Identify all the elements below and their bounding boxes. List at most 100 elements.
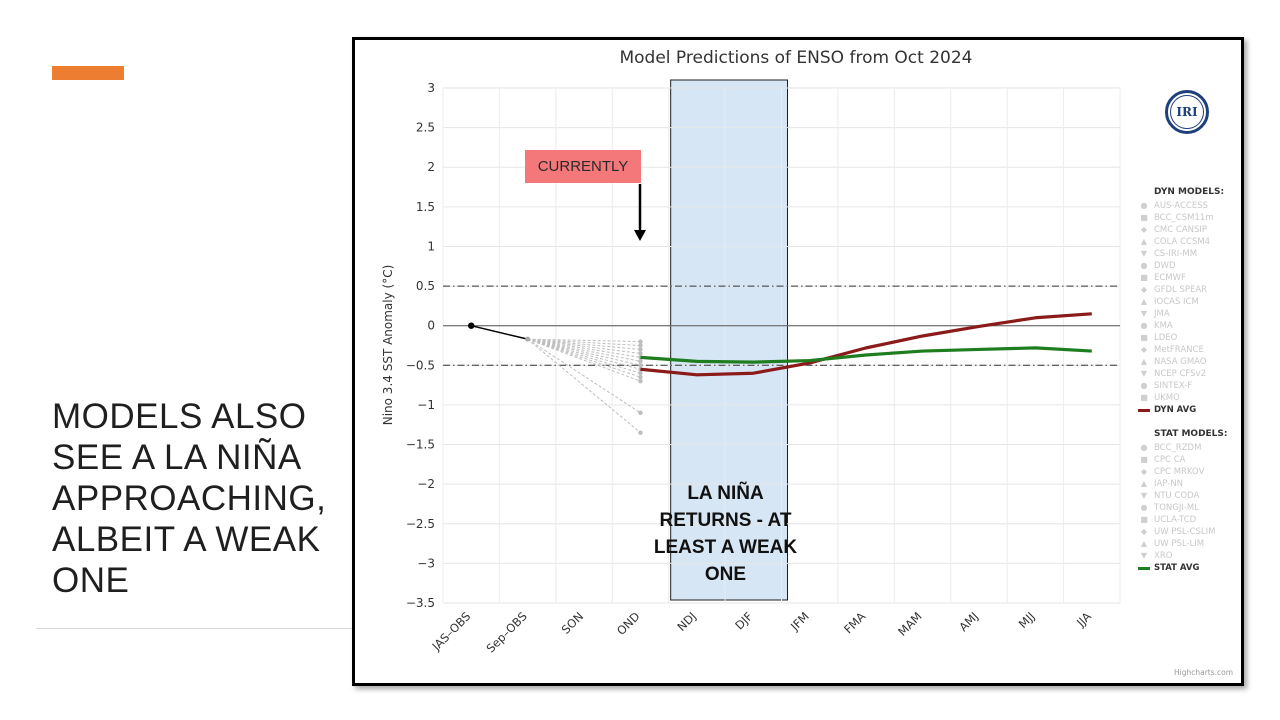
x-tick-label: MJJ	[1016, 609, 1038, 631]
legend-dyn-header: DYN MODELS:	[1154, 187, 1225, 197]
legend-item[interactable]: ▼ NCEP CFSv2	[1138, 368, 1238, 380]
currently-callout: CURRENTLY	[525, 150, 641, 183]
legend-label: CPC CA	[1154, 455, 1186, 465]
model-plume-line	[527, 338, 641, 366]
legend-item[interactable]: ■ ECMWF	[1138, 272, 1238, 284]
legend-item[interactable]: ● SINTEX-F	[1138, 380, 1238, 392]
model-plume-line	[527, 338, 641, 434]
legend-marker-icon: ●	[1140, 201, 1148, 210]
legend-item[interactable]: ■ LDEO	[1138, 332, 1238, 344]
x-tick-label: JJA	[1073, 609, 1094, 630]
slide-title: MODELS ALSO SEE A LA NIÑA APPROACHING, A…	[52, 397, 327, 600]
y-tick-label: −2	[417, 477, 435, 491]
model-plume-point	[638, 378, 643, 384]
legend-item[interactable]: ● KMA	[1138, 320, 1238, 332]
model-plume-line	[527, 338, 641, 343]
y-tick-label: 0	[427, 319, 435, 333]
legend-item[interactable]: ▲ IOCAS ICM	[1138, 296, 1238, 308]
model-plume-point	[638, 347, 643, 352]
y-tick-label: 1.5	[416, 200, 435, 214]
observed-line	[471, 324, 528, 340]
dyn-avg-line	[640, 312, 1092, 377]
legend-marker-icon: ●	[1140, 321, 1148, 330]
legend-item[interactable]: ▲ IAP-NN	[1138, 478, 1238, 490]
legend-item[interactable]: ◆ CMC CANSIP	[1138, 224, 1238, 236]
legend-marker-icon: ■	[1140, 213, 1148, 222]
legend-item-average[interactable]: STAT AVG	[1138, 562, 1238, 574]
x-tick-label: Sep–OBS	[483, 609, 529, 655]
legend-item[interactable]: ▲ COLA CCSM4	[1138, 236, 1238, 248]
legend-label: UCLA-TCD	[1154, 515, 1197, 525]
legend-marker-icon: ▼	[1140, 551, 1148, 560]
legend-item[interactable]: ◆ CPC MRKOV	[1138, 466, 1238, 478]
x-tick-label: DJF	[732, 609, 755, 632]
legend-stat-header: STAT MODELS:	[1154, 429, 1228, 439]
legend-item[interactable]: ● DWD	[1138, 260, 1238, 272]
model-plume-point	[638, 430, 643, 435]
divider	[36, 628, 354, 629]
highcharts-credit[interactable]: Highcharts.com	[1174, 668, 1234, 677]
legend-label: UKMO	[1154, 393, 1180, 403]
model-plume-point	[638, 374, 643, 380]
legend-label: IAP-NN	[1154, 479, 1184, 489]
legend-item[interactable]: ■ UCLA-TCD	[1138, 514, 1238, 526]
legend-item[interactable]: ● AUS-ACCESS	[1138, 200, 1238, 212]
legend-label: CMC CANSIP	[1154, 225, 1208, 235]
legend-marker-icon: ▲	[1140, 539, 1148, 548]
legend-marker-icon: ■	[1140, 455, 1148, 464]
legend-item[interactable]: ▼ JMA	[1138, 308, 1238, 320]
accent-bar	[52, 66, 124, 80]
legend-marker-icon: ◆	[1140, 225, 1148, 234]
y-tick-label: −1.5	[406, 438, 435, 452]
model-plume-line	[527, 338, 641, 362]
legend-label: COLA CCSM4	[1154, 237, 1211, 247]
legend-item[interactable]: ◆ MetFRANCE	[1138, 344, 1238, 356]
y-tick-label: 3	[427, 81, 435, 95]
legend-label: NCEP CFSv2	[1154, 369, 1207, 379]
model-plume-line	[527, 338, 641, 350]
legend-marker-icon: ▲	[1140, 479, 1148, 488]
x-tick-label: AMJ	[956, 609, 981, 634]
legend-item-average[interactable]: DYN AVG	[1138, 404, 1238, 416]
legend-marker-icon: ◆	[1140, 467, 1148, 476]
legend-item[interactable]: ▲ NASA GMAO	[1138, 356, 1238, 368]
legend-item[interactable]: ■ CPC CA	[1138, 454, 1238, 466]
legend-item[interactable]: ◆ UW PSL-CSLIM	[1138, 526, 1238, 538]
legend-label: IOCAS ICM	[1154, 297, 1199, 307]
legend-item[interactable]: ▲ UW PSL-LIM	[1138, 538, 1238, 550]
legend-marker-icon: ▲	[1140, 297, 1148, 306]
legend-label: STAT AVG	[1154, 563, 1200, 573]
legend-item[interactable]: ▼ CS-IRI-MM	[1138, 248, 1238, 260]
legend-label: UW PSL-CSLIM	[1154, 527, 1216, 537]
observed-point	[525, 336, 531, 342]
legend-label: DWD	[1154, 261, 1176, 271]
legend-item[interactable]: ● BCC_RZDM	[1138, 442, 1238, 454]
legend-marker-icon: ●	[1140, 261, 1148, 270]
x-tick-label: JAS–OBS	[429, 609, 474, 654]
legend-item[interactable]: ◆ GFDL SPEAR	[1138, 284, 1238, 296]
legend-marker-icon: ▲	[1140, 357, 1148, 366]
x-tick-label: NDJ	[674, 609, 699, 634]
legend-label: GFDL SPEAR	[1154, 285, 1208, 295]
legend-item[interactable]: ■ BCC_CSM11m	[1138, 212, 1238, 224]
legend-marker-icon: ▲	[1140, 237, 1148, 246]
legend-item[interactable]: ● TONGJI-ML	[1138, 502, 1238, 514]
legend-label: MetFRANCE	[1154, 345, 1204, 355]
legend-item[interactable]: ▼ NTU CODA	[1138, 490, 1238, 502]
x-tick-label: JFM	[787, 609, 812, 634]
legend-label: LDEO	[1154, 333, 1178, 343]
x-tick-label: OND	[614, 609, 643, 638]
observed-point	[468, 322, 475, 329]
legend-label: DYN AVG	[1154, 405, 1197, 415]
legend-marker-icon: ▼	[1140, 369, 1148, 378]
model-plume-point	[638, 371, 643, 376]
model-plume-line	[527, 338, 641, 370]
y-tick-label: −0.5	[406, 358, 435, 372]
legend-item[interactable]: ■ UKMO	[1138, 392, 1238, 404]
legend-item[interactable]: ▼ XRO	[1138, 550, 1238, 562]
model-plume-line	[527, 338, 641, 354]
legend-label: NTU CODA	[1154, 491, 1200, 501]
y-tick-label: 2	[427, 160, 435, 174]
legend-spacer	[1138, 416, 1238, 428]
x-tick-label: SON	[559, 609, 587, 637]
